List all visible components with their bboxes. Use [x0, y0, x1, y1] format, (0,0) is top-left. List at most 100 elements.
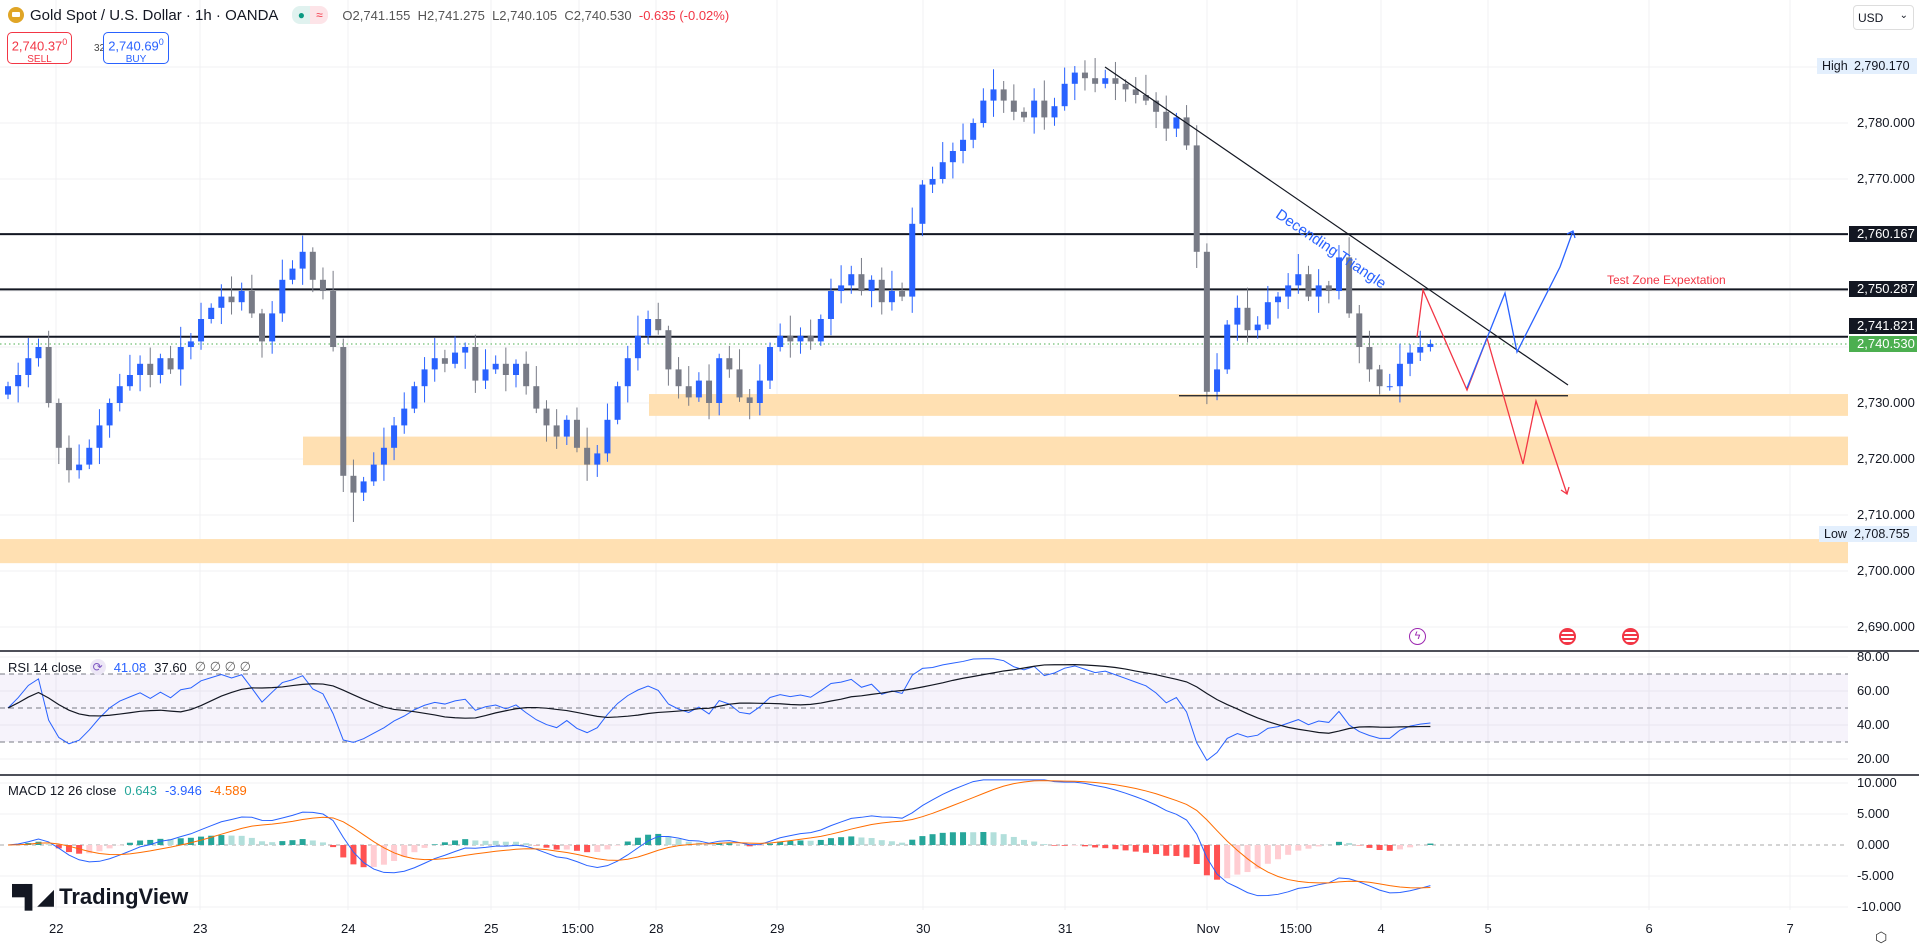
macd-histogram-bar: [1122, 845, 1129, 851]
macd-histogram-bar: [289, 840, 296, 845]
macd-histogram-bar: [137, 840, 144, 845]
us-flag-event-icon[interactable]: [1622, 628, 1639, 645]
macd-histogram-bar: [1132, 845, 1139, 852]
macd-histogram-bar: [299, 839, 306, 845]
macd-histogram-bar: [1346, 842, 1353, 845]
candle-body: [25, 358, 32, 375]
macd-histogram-bar: [1335, 841, 1342, 845]
candle-body: [1153, 100, 1160, 112]
candle-body: [1285, 285, 1292, 297]
macd-histogram-bar: [970, 832, 977, 845]
macd-value: -3.946: [164, 783, 202, 798]
lightning-event-icon[interactable]: ϟ: [1409, 628, 1426, 645]
rsi-legend[interactable]: RSI 14 close ⟳ 41.08 37.60 ∅ ∅ ∅ ∅: [8, 659, 251, 675]
price-tick-label: 2,780.000: [1857, 115, 1915, 130]
macd-histogram-bar: [259, 841, 265, 845]
macd-histogram-bar: [462, 839, 469, 845]
candle-body: [970, 123, 977, 140]
candle-body: [299, 251, 306, 269]
buy-price: 2,740.69: [108, 38, 159, 54]
macd-legend[interactable]: MACD 12 26 close 0.643 -3.946 -4.589: [8, 783, 247, 798]
tradingview-logo[interactable]: ▀▌◢ TradingView: [12, 884, 188, 910]
rsi-tick-label: 80.00: [1857, 649, 1890, 664]
candle-body: [472, 347, 479, 381]
buy-button[interactable]: 2,740.690 BUY: [103, 32, 169, 65]
candle-body: [1386, 386, 1393, 388]
macd-tick-label: 5.000: [1857, 806, 1890, 821]
candle-body: [746, 397, 753, 403]
macd-histogram-bar: [167, 839, 174, 845]
candle-body: [634, 335, 641, 359]
macd-histogram-bar: [1163, 845, 1170, 856]
candle-body: [695, 380, 702, 398]
test-zone-annotation[interactable]: Test Zone Expextation: [1607, 273, 1726, 287]
rsi-tick-label: 40.00: [1857, 717, 1890, 732]
candle-body: [756, 380, 763, 403]
currency-select[interactable]: USD ⌄: [1853, 5, 1914, 30]
refresh-icon[interactable]: ⟳: [89, 659, 106, 675]
macd-histogram-bar: [1173, 845, 1180, 856]
macd-histogram-bar: [807, 840, 814, 845]
candle-body: [259, 313, 265, 342]
change-value: -0.635 (-0.02%): [638, 7, 730, 23]
candle-body: [868, 279, 875, 291]
candle-body: [1183, 117, 1190, 146]
macd-histogram-bar: [502, 841, 509, 845]
us-flag-event-icon[interactable]: [1559, 628, 1576, 645]
macd-histogram-bar: [726, 843, 733, 845]
macd-histogram-bar: [157, 838, 164, 845]
macd-histogram-bar: [573, 845, 580, 851]
macd-histogram-bar: [45, 844, 52, 845]
candle-body: [5, 386, 11, 395]
time-axis-label: 31: [1058, 921, 1073, 936]
macd-histogram-bar: [960, 832, 967, 845]
macd-histogram-bar: [218, 835, 225, 845]
macd-histogram-bar: [309, 840, 316, 845]
candle-body: [1214, 369, 1221, 392]
macd-histogram-bar: [645, 834, 652, 845]
candle-body: [1203, 251, 1210, 392]
time-axis-label: 25: [484, 921, 499, 936]
macd-tick-label: 0.000: [1857, 837, 1890, 852]
candle-body: [380, 447, 387, 465]
candle-body: [949, 151, 956, 163]
macd-histogram-bar: [401, 845, 408, 857]
macd-histogram-bar: [228, 835, 235, 845]
candle-body: [76, 464, 83, 471]
candle-body: [187, 341, 194, 347]
current-price-tag: 2,740.530: [1849, 336, 1917, 352]
candle-body: [797, 335, 804, 342]
macd-histogram-bar: [868, 838, 875, 845]
candle-body: [1122, 83, 1129, 90]
level-tag-2760: 2,760.167: [1849, 226, 1917, 242]
macd-tick-label: 10.000: [1857, 775, 1897, 790]
settings-gear-icon[interactable]: ⬡: [1875, 929, 1888, 945]
low-label: Low: [1819, 526, 1852, 542]
candle-body: [563, 419, 570, 437]
macd-histogram-bar: [330, 845, 337, 848]
macd-histogram-bar: [1214, 845, 1221, 880]
symbol-title[interactable]: Gold Spot / U.S. Dollar · 1h · OANDA: [30, 6, 279, 24]
candle-body: [421, 369, 428, 387]
sell-button[interactable]: 2,740.370 SELL: [7, 32, 72, 66]
candle-body: [1163, 111, 1170, 129]
sell-label: SELL: [27, 54, 52, 66]
macd-histogram-bar: [787, 840, 794, 845]
macd-histogram-bar: [1081, 845, 1088, 847]
candle-body: [817, 319, 824, 342]
candle-body: [716, 358, 723, 403]
high-label: High: [1817, 58, 1852, 74]
status-pill[interactable]: ● ≈: [292, 6, 329, 24]
candle-body: [899, 291, 906, 297]
macd-histogram-bar: [838, 837, 845, 845]
candle-body: [1041, 100, 1048, 118]
candle-body: [1071, 72, 1078, 84]
candle-body: [289, 268, 296, 280]
macd-histogram-bar: [563, 845, 570, 850]
candle-body: [411, 386, 418, 409]
candle-body: [1427, 344, 1434, 347]
macd-histogram-bar: [187, 837, 194, 845]
low-value: L2,740.105: [492, 7, 558, 23]
time-axis-label: 4: [1377, 921, 1385, 936]
